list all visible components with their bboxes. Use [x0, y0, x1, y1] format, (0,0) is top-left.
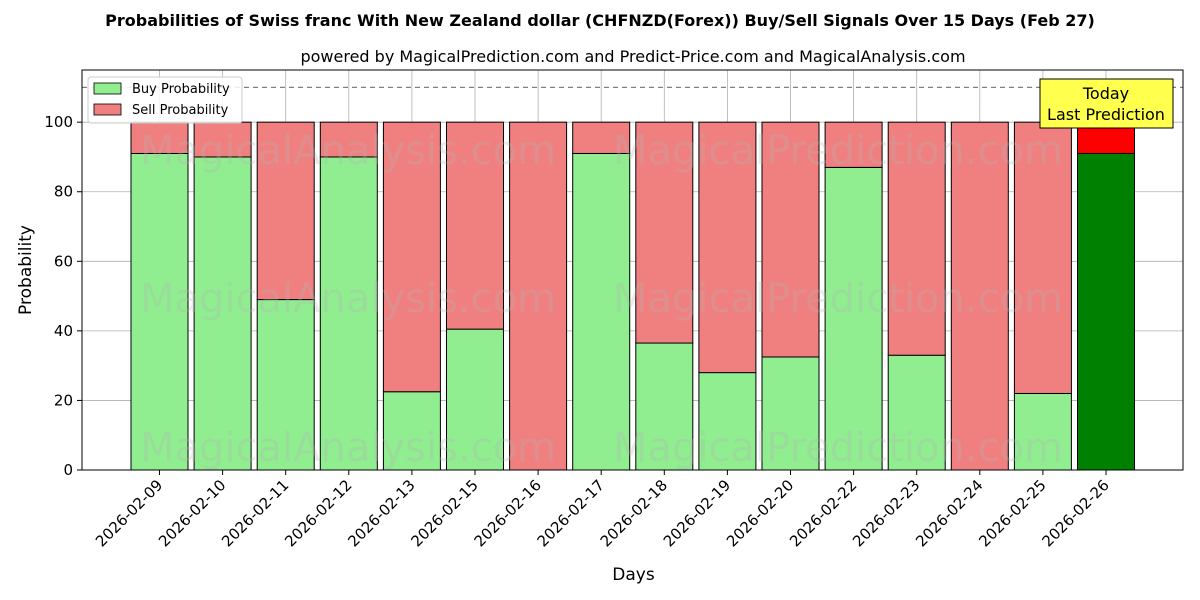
x-tick-label: 2026-02-13: [344, 476, 418, 550]
buy-bar: [446, 328, 504, 471]
y-axis-label: Probability: [16, 225, 36, 315]
buy-bar: [761, 356, 820, 471]
sell-bar: [761, 121, 820, 358]
x-axis-label: Days: [612, 565, 655, 585]
legend-sell-swatch: [93, 103, 122, 116]
sell-bar: [887, 121, 946, 356]
sell-bar: [635, 121, 694, 344]
x-tick-label: 2026-02-25: [975, 476, 1049, 550]
sell-bar: [950, 121, 1009, 471]
watermark-text: MagicalPrediction.com: [613, 128, 1063, 174]
x-tick-label: 2026-02-18: [597, 476, 671, 550]
sell-bar: [509, 121, 568, 471]
y-tick-label: 100: [44, 113, 73, 131]
watermark-group: MagicalAnalysis.com MagicalPrediction.com…: [140, 128, 1063, 471]
x-tick-label: 2026-02-10: [155, 476, 229, 550]
today-annotation-box: [1039, 78, 1174, 129]
watermark-text: MagicalAnalysis.com: [140, 425, 556, 471]
x-tick-label: 2026-02-19: [660, 476, 734, 550]
chart-subtitle: powered by MagicalPrediction.com and Pre…: [300, 47, 965, 66]
watermark-text: MagicalPrediction.com: [613, 276, 1063, 322]
watermark-text: MagicalAnalysis.com: [140, 276, 556, 322]
sell-bar: [698, 121, 757, 374]
bars-group: [130, 121, 1135, 471]
buy-bar: [193, 156, 252, 471]
buy-bar: [572, 152, 631, 471]
sell-bar: [319, 121, 378, 158]
sell-bar: [824, 121, 883, 168]
legend-buy-label: Buy Probability: [132, 82, 230, 97]
buy-bar: [698, 372, 757, 471]
y-tick-label: 0: [63, 461, 73, 479]
buy-bar: [887, 354, 946, 471]
sell-bar: [382, 121, 441, 393]
x-tick-label: 2026-02-12: [281, 476, 355, 550]
x-tick-label: 2026-02-20: [723, 476, 797, 550]
legend-box: [87, 76, 243, 124]
buy-bar: [382, 391, 441, 471]
buy-bar: [319, 156, 378, 471]
sell-bar: [572, 121, 631, 154]
x-tick-label: 2026-02-23: [849, 476, 923, 550]
x-tick-label: 2026-02-17: [534, 476, 608, 550]
watermark-text: MagicalPrediction.com: [613, 425, 1063, 471]
legend-buy-swatch: [93, 82, 122, 95]
buy-bar: [256, 299, 315, 471]
sell-bar: [256, 121, 315, 301]
x-tick-label: 2026-02-22: [786, 476, 860, 550]
x-axis: 2026-02-092026-02-102026-02-112026-02-12…: [92, 470, 1113, 550]
x-tick-label: 2026-02-11: [218, 476, 292, 550]
buy-bar: [1077, 152, 1135, 471]
today-label: Today: [1082, 84, 1129, 103]
last-prediction-label: Last Prediction: [1047, 105, 1165, 124]
y-tick-label: 40: [54, 322, 73, 340]
y-tick-label: 60: [54, 252, 73, 270]
x-tick-label: 2026-02-26: [1038, 476, 1112, 550]
x-tick-label: 2026-02-24: [912, 476, 986, 550]
chart-suptitle: Probabilities of Swiss franc With New Ze…: [105, 11, 1095, 30]
y-tick-label: 20: [54, 391, 73, 409]
today-annotation: Today Last Prediction: [1039, 78, 1174, 129]
y-tick-label: 80: [54, 183, 73, 201]
legend-sell-label: Sell Probability: [132, 103, 229, 118]
x-tick-label: 2026-02-15: [407, 476, 481, 550]
buy-bar: [824, 166, 883, 471]
x-tick-label: 2026-02-09: [92, 476, 166, 550]
y-axis: 0 20 40 60 80 100: [44, 113, 82, 479]
sell-bar: [1013, 121, 1072, 394]
sell-bar: [446, 121, 504, 330]
plot-frame: [81, 69, 1184, 471]
watermark-text: MagicalAnalysis.com: [140, 128, 556, 174]
x-tick-label: 2026-02-16: [471, 476, 545, 550]
buy-bar: [635, 342, 694, 471]
legend: Buy Probability Sell Probability: [87, 76, 243, 124]
